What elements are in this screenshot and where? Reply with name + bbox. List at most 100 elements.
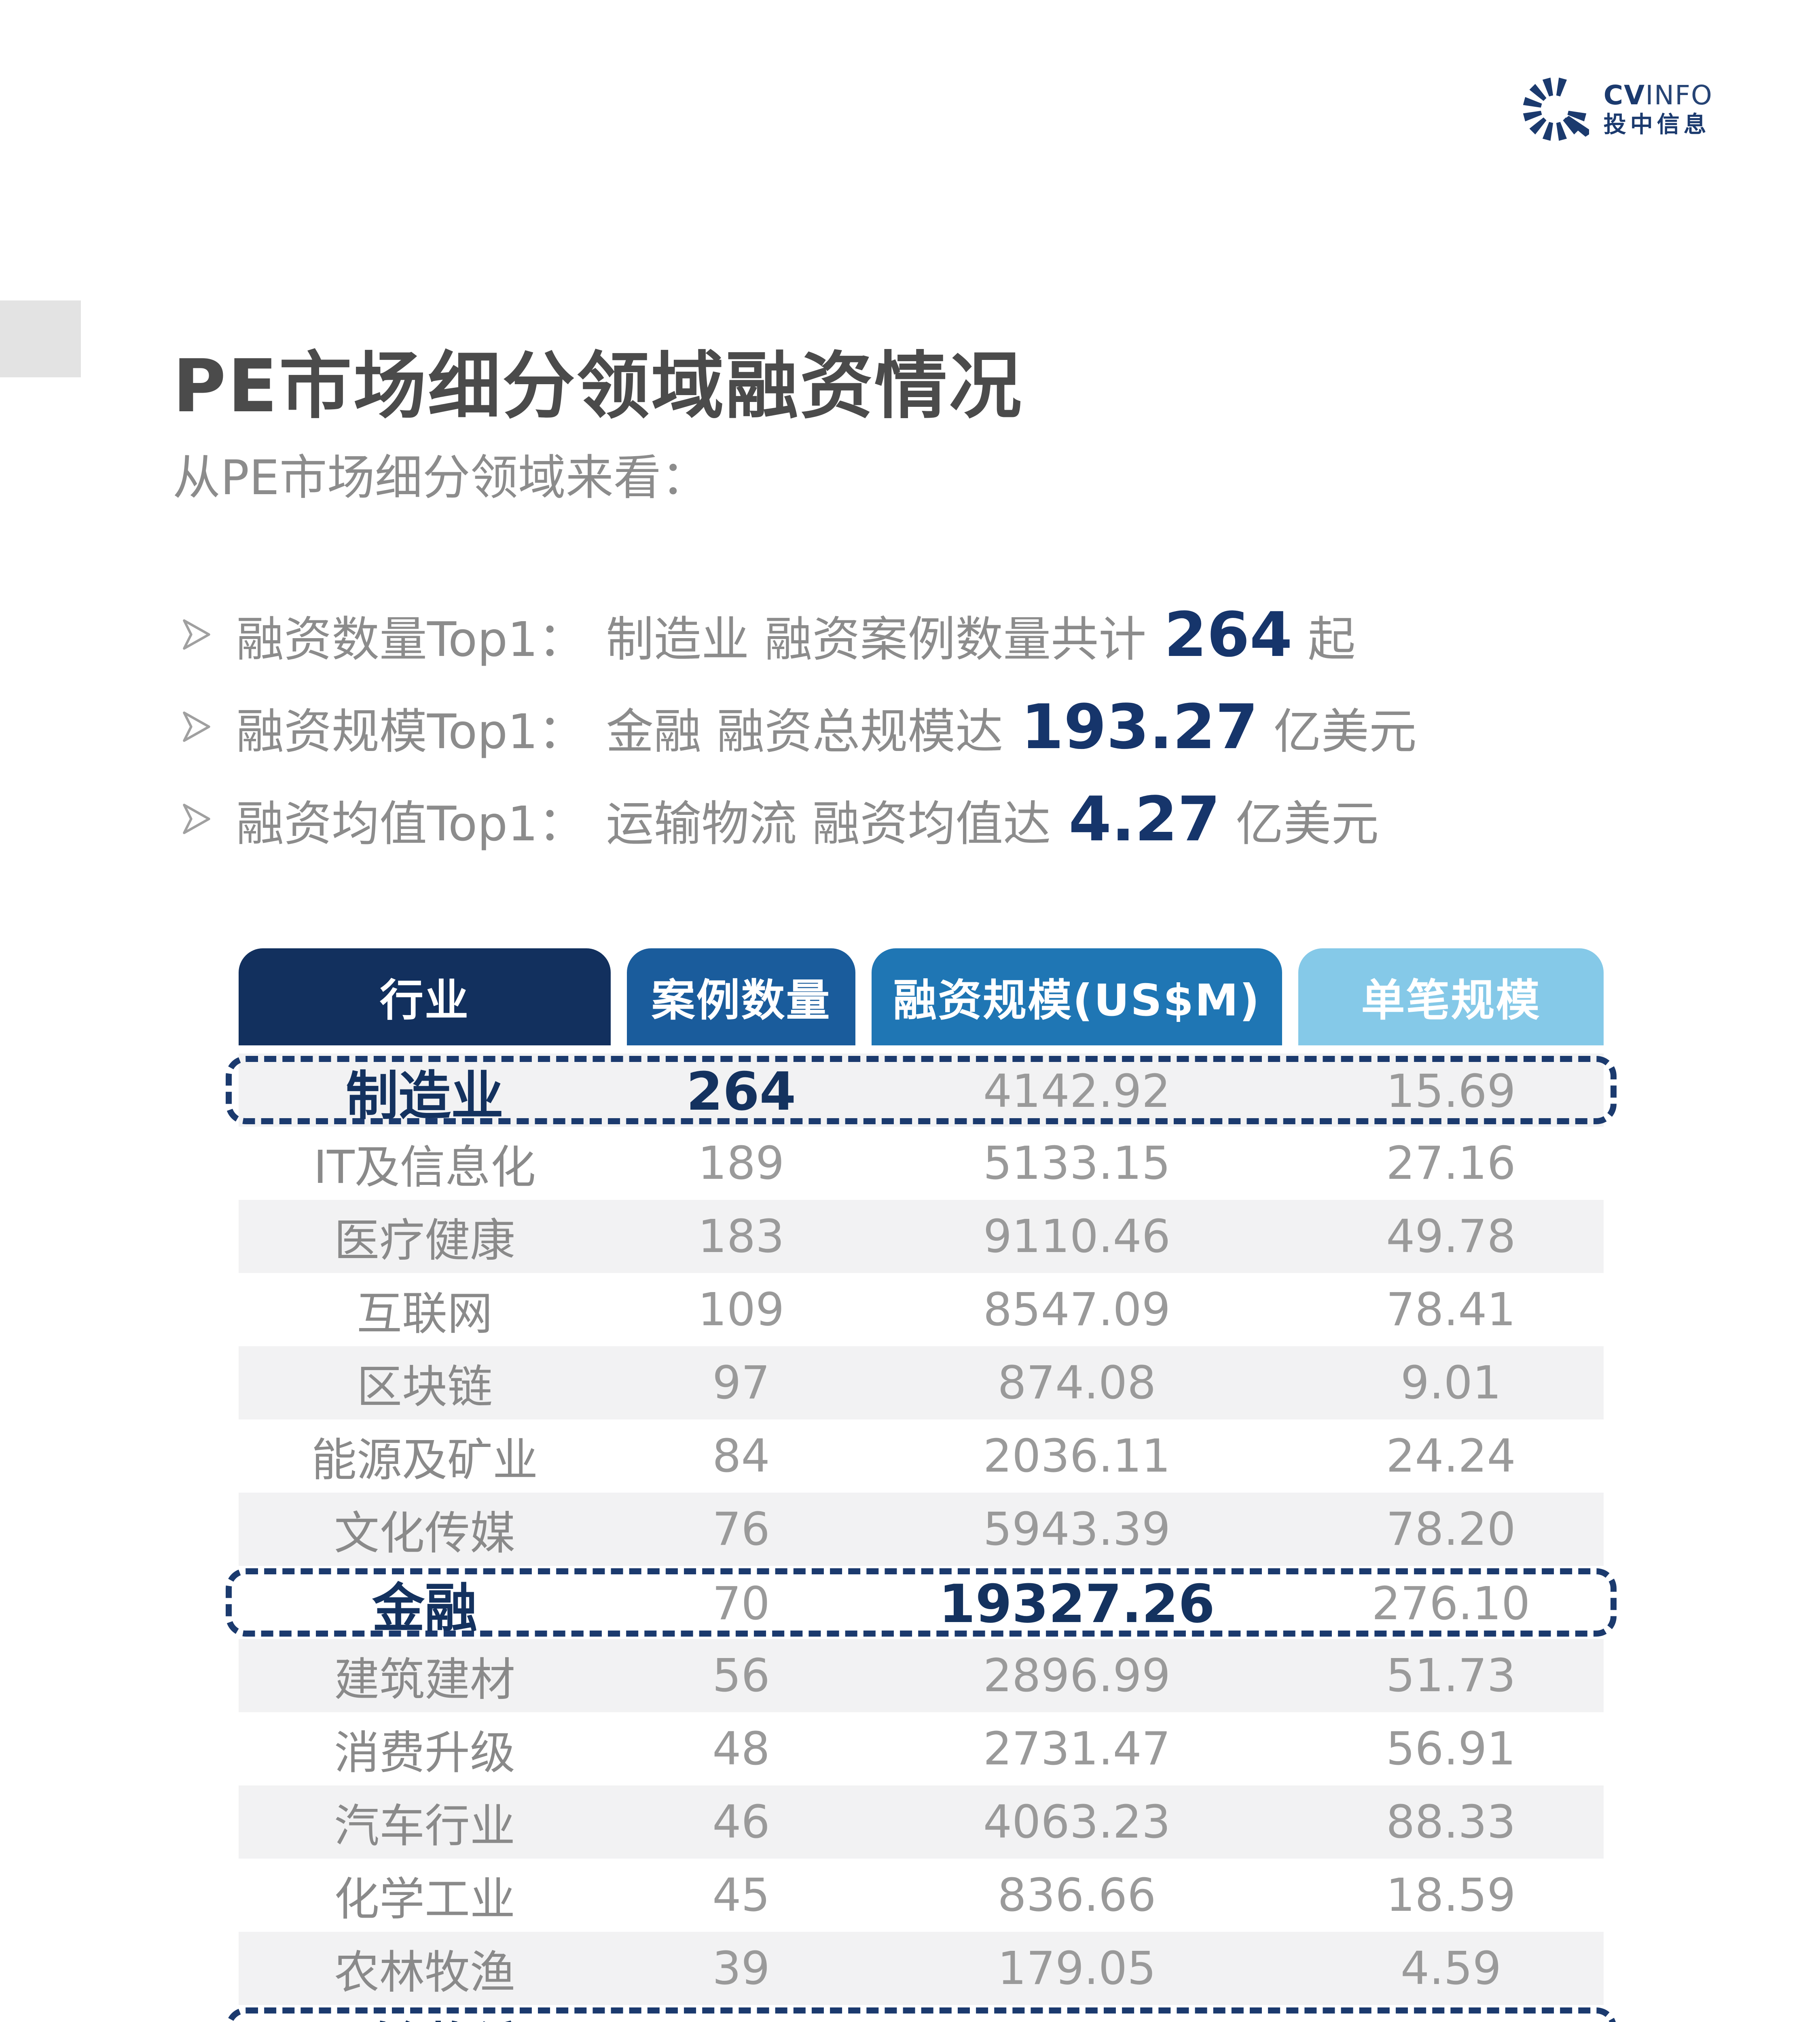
table-cell-scale: 2896.99 [983,1649,1171,1702]
table-cell-avg: 56.91 [1386,1722,1516,1775]
cell-gap [1282,1785,1298,1859]
cell-gap [855,1566,872,1642]
cell-gap [855,1859,872,1932]
cell-gap [855,1127,872,1200]
cell-gap [611,1639,627,1712]
bullet-financing-average: 融资均值Top1： 运输物流 融资均值达 4.27 亿美元 [178,773,1417,865]
key-findings-list: 融资数量Top1： 制造业 融资案例数量共计 264 起 融资规模Top1： 金融 融资总规… [178,588,1417,865]
table-cell-avg: 49.78 [1386,1210,1516,1263]
table-row: 运输物流 39 16634.99 426.54 [226,2005,1617,2022]
cell-gap [611,1785,627,1859]
table-cell-count: 264 [686,1061,796,1122]
cell-gap [855,2005,872,2022]
table-cell-count: 97 [712,1356,770,1409]
table-cell-avg: 18.59 [1386,1869,1516,1922]
bullet-value: 193.27 [1021,691,1258,763]
bullet-financing-count: 融资数量Top1： 制造业 融资案例数量共计 264 起 [178,588,1417,681]
cell-gap [611,1273,627,1346]
header-gap [611,948,627,1045]
table-header-industry: 行业 [239,948,611,1045]
cell-gap [1282,1859,1298,1932]
table-cell-avg: 78.41 [1386,1283,1516,1336]
table-header-average: 单笔规模 [1298,948,1604,1045]
title-accent-bar [0,300,81,377]
cell-gap [855,1639,872,1712]
cell-gap [855,1712,872,1785]
cell-gap [611,1127,627,1200]
cell-gap [611,1712,627,1785]
arrow-bullet-icon [183,619,210,650]
bullet-unit: 起 [1308,611,1356,667]
cell-gap [611,2005,627,2022]
cell-gap [611,1566,627,1642]
cell-gap [1282,1053,1298,1129]
table-cell-scale: 5133.15 [983,1137,1171,1190]
table-cell-industry: 能源及矿业 [311,1434,538,1487]
table-row: 农林牧渔 39 179.05 4.59 [239,1932,1604,2005]
table-cell-count: 189 [698,1137,785,1190]
cell-gap [855,1932,872,2005]
table-cell-scale: 2731.47 [983,1722,1171,1775]
header-gap [855,948,872,1045]
cell-gap [855,1273,872,1346]
table-cell-count: 76 [712,1503,770,1556]
table-header-scale: 融资规模(US$M) [872,948,1282,1045]
table-row: 汽车行业 46 4063.23 88.33 [239,1785,1604,1859]
table-cell-count: 70 [712,1578,770,1630]
cell-gap [611,1493,627,1566]
sector-table-body: 制造业 264 4142.92 15.69 IT及信息化 189 5133.15 27.16 医… [226,1053,1617,2022]
bullet-unit: 亿美元 [1236,795,1379,852]
cell-gap [1282,1639,1298,1712]
cell-gap [611,1200,627,1273]
table-cell-scale: 4142.92 [983,1065,1171,1118]
table-cell-industry: 金融 [372,1578,477,1639]
cell-gap [855,1200,872,1273]
table-cell-scale: 874.08 [997,1356,1156,1409]
table-cell-avg: 51.73 [1386,1649,1516,1702]
bullet-unit: 亿美元 [1273,703,1417,759]
table-row: 金融 70 19327.26 276.10 [226,1566,1617,1642]
cvinfo-logo: CVINFO 投中信息 [1520,75,1713,144]
table-cell-industry: 制造业 [345,1065,504,1127]
bullet-desc: 融资总规模达 [717,703,1003,759]
cell-gap [1282,1346,1298,1419]
table-row: 互联网 109 8547.09 78.41 [239,1273,1604,1346]
table-cell-count: 48 [712,1722,770,1775]
cell-gap [855,1785,872,1859]
logo-chinese-name: 投中信息 [1603,112,1710,138]
sector-financing-table: 行业 案例数量 融资规模(US$M) 单笔规模 制造业 264 4142.92 15.… [226,948,1617,2022]
table-cell-industry: 区块链 [357,1360,493,1413]
table-cell-avg: 15.69 [1386,1065,1516,1118]
table-cell-industry: 运输物流 [239,2005,611,2022]
logo-info: INFO [1645,79,1713,111]
table-cell-industry: 消费升级 [334,1726,515,1779]
table-cell-count: 56 [712,1649,770,1702]
cvinfo-pinwheel-icon [1523,77,1589,141]
table-cell-scale: 16634.99 [872,2005,1282,2022]
table-row: 化学工业 45 836.66 18.59 [239,1859,1604,1932]
cell-gap [1282,1932,1298,2005]
table-cell-industry: 文化传媒 [334,1507,515,1560]
cell-gap [855,1419,872,1493]
cell-gap [1282,1419,1298,1493]
table-cell-avg: 9.01 [1400,1356,1502,1409]
page-title: PE市场细分领域融资情况 [173,344,1023,429]
table-cell-industry: IT及信息化 [313,1141,536,1194]
cell-gap [1282,1200,1298,1273]
bullet-desc: 融资案例数量共计 [764,611,1147,667]
bullet-desc: 融资均值达 [812,795,1051,852]
cell-gap [611,1346,627,1419]
table-row: IT及信息化 189 5133.15 27.16 [239,1127,1604,1200]
bullet-prefix: 融资均值Top1： [236,795,586,852]
bullet-sector: 制造业 [606,611,749,667]
bullet-prefix: 融资规模Top1： [236,703,586,759]
table-cell-avg: 27.16 [1386,1137,1516,1190]
table-cell-avg: 426.54 [1298,2005,1604,2022]
table-row: 医疗健康 183 9110.46 49.78 [239,1200,1604,1273]
arrow-bullet-icon [183,804,210,834]
table-row: 制造业 264 4142.92 15.69 [226,1053,1617,1129]
table-cell-scale: 19327.26 [939,1573,1215,1635]
bullet-value: 4.27 [1069,783,1221,855]
table-cell-scale: 4063.23 [983,1796,1171,1849]
table-cell-count: 109 [698,1283,785,1336]
